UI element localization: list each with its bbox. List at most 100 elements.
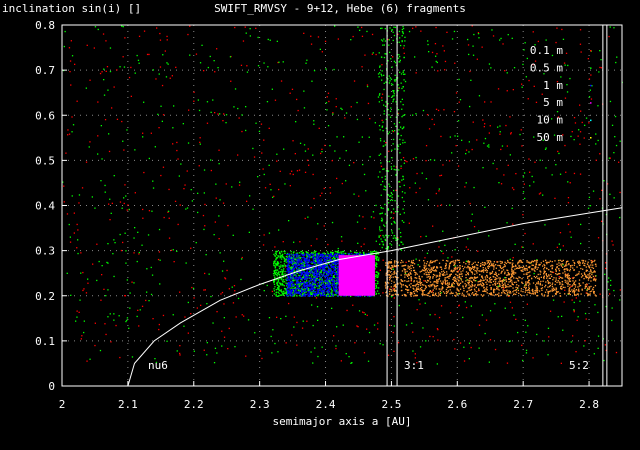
data-point: [330, 294, 332, 297]
data-point: [328, 291, 330, 293]
data-point: [138, 325, 140, 327]
data-point: [326, 278, 328, 280]
data-point: [320, 290, 322, 292]
data-point: [597, 335, 600, 337]
data-point: [276, 250, 278, 253]
data-point: [301, 283, 303, 285]
data-point: [435, 108, 438, 110]
data-point: [453, 30, 456, 33]
data-point: [555, 164, 557, 166]
data-point: [285, 291, 287, 293]
data-point: [389, 27, 391, 29]
data-point: [277, 61, 279, 64]
data-point: [336, 284, 338, 286]
data-point: [333, 262, 335, 264]
data-point: [383, 104, 385, 106]
data-point: [458, 101, 460, 103]
data-point: [283, 281, 286, 283]
data-point: [575, 297, 577, 299]
data-point: [394, 74, 396, 76]
data-point: [203, 169, 206, 171]
data-point: [321, 151, 323, 153]
data-point: [577, 286, 579, 288]
data-point: [303, 282, 305, 284]
data-point: [221, 330, 223, 332]
data-point: [289, 258, 291, 260]
data-point: [594, 304, 596, 306]
data-point: [304, 274, 306, 277]
data-point: [246, 65, 248, 67]
data-point: [291, 283, 293, 285]
data-point: [305, 290, 307, 292]
data-point: [304, 253, 306, 255]
data-point: [301, 256, 303, 259]
data-point: [286, 277, 288, 279]
data-point: [299, 266, 302, 268]
data-point: [308, 277, 311, 279]
data-point: [388, 183, 390, 185]
data-point: [504, 70, 506, 72]
data-point: [323, 293, 325, 296]
data-point: [151, 274, 154, 276]
data-point: [287, 272, 289, 274]
data-point: [275, 274, 278, 276]
data-point: [569, 77, 571, 80]
data-point: [371, 254, 373, 256]
data-point: [389, 217, 392, 219]
data-point: [542, 139, 544, 141]
data-point: [293, 241, 295, 243]
data-point: [414, 357, 416, 359]
data-point: [371, 251, 374, 253]
data-point: [234, 346, 236, 348]
data-point: [464, 266, 466, 268]
data-point: [281, 256, 283, 258]
data-point: [83, 320, 85, 322]
data-point: [522, 63, 524, 66]
data-point: [337, 293, 339, 295]
data-point: [376, 263, 378, 265]
data-point: [505, 262, 507, 265]
data-point: [538, 193, 541, 195]
data-point: [564, 64, 566, 66]
data-point: [159, 39, 162, 41]
data-point: [400, 73, 403, 75]
data-point: [313, 197, 315, 200]
data-point: [392, 143, 394, 145]
data-point: [402, 175, 404, 177]
data-point: [317, 293, 320, 296]
data-point: [295, 252, 297, 255]
data-point: [305, 282, 308, 284]
data-point: [319, 289, 321, 291]
data-point: [316, 285, 318, 288]
data-point: [380, 27, 382, 30]
data-point: [300, 260, 302, 262]
data-point: [304, 258, 307, 260]
data-point: [382, 40, 384, 42]
data-point: [404, 40, 406, 42]
data-point: [373, 250, 375, 253]
data-point: [322, 290, 324, 292]
data-point: [337, 266, 339, 268]
data-point: [327, 125, 330, 127]
data-point: [317, 255, 319, 257]
data-point: [299, 261, 301, 263]
data-point: [328, 280, 330, 283]
data-point: [375, 285, 377, 287]
data-point: [98, 260, 100, 263]
data-point: [580, 51, 582, 53]
data-point: [332, 259, 335, 261]
data-point: [526, 57, 528, 60]
data-point: [567, 181, 569, 183]
data-point: [99, 72, 102, 75]
data-point: [328, 257, 330, 259]
data-point: [308, 290, 311, 292]
data-point: [291, 289, 293, 291]
data-point: [288, 278, 290, 280]
data-point: [332, 255, 334, 257]
data-point: [216, 48, 218, 50]
data-point: [492, 35, 495, 37]
data-point: [377, 96, 380, 98]
data-point: [282, 265, 284, 267]
data-point: [379, 66, 381, 68]
data-point: [294, 286, 297, 289]
